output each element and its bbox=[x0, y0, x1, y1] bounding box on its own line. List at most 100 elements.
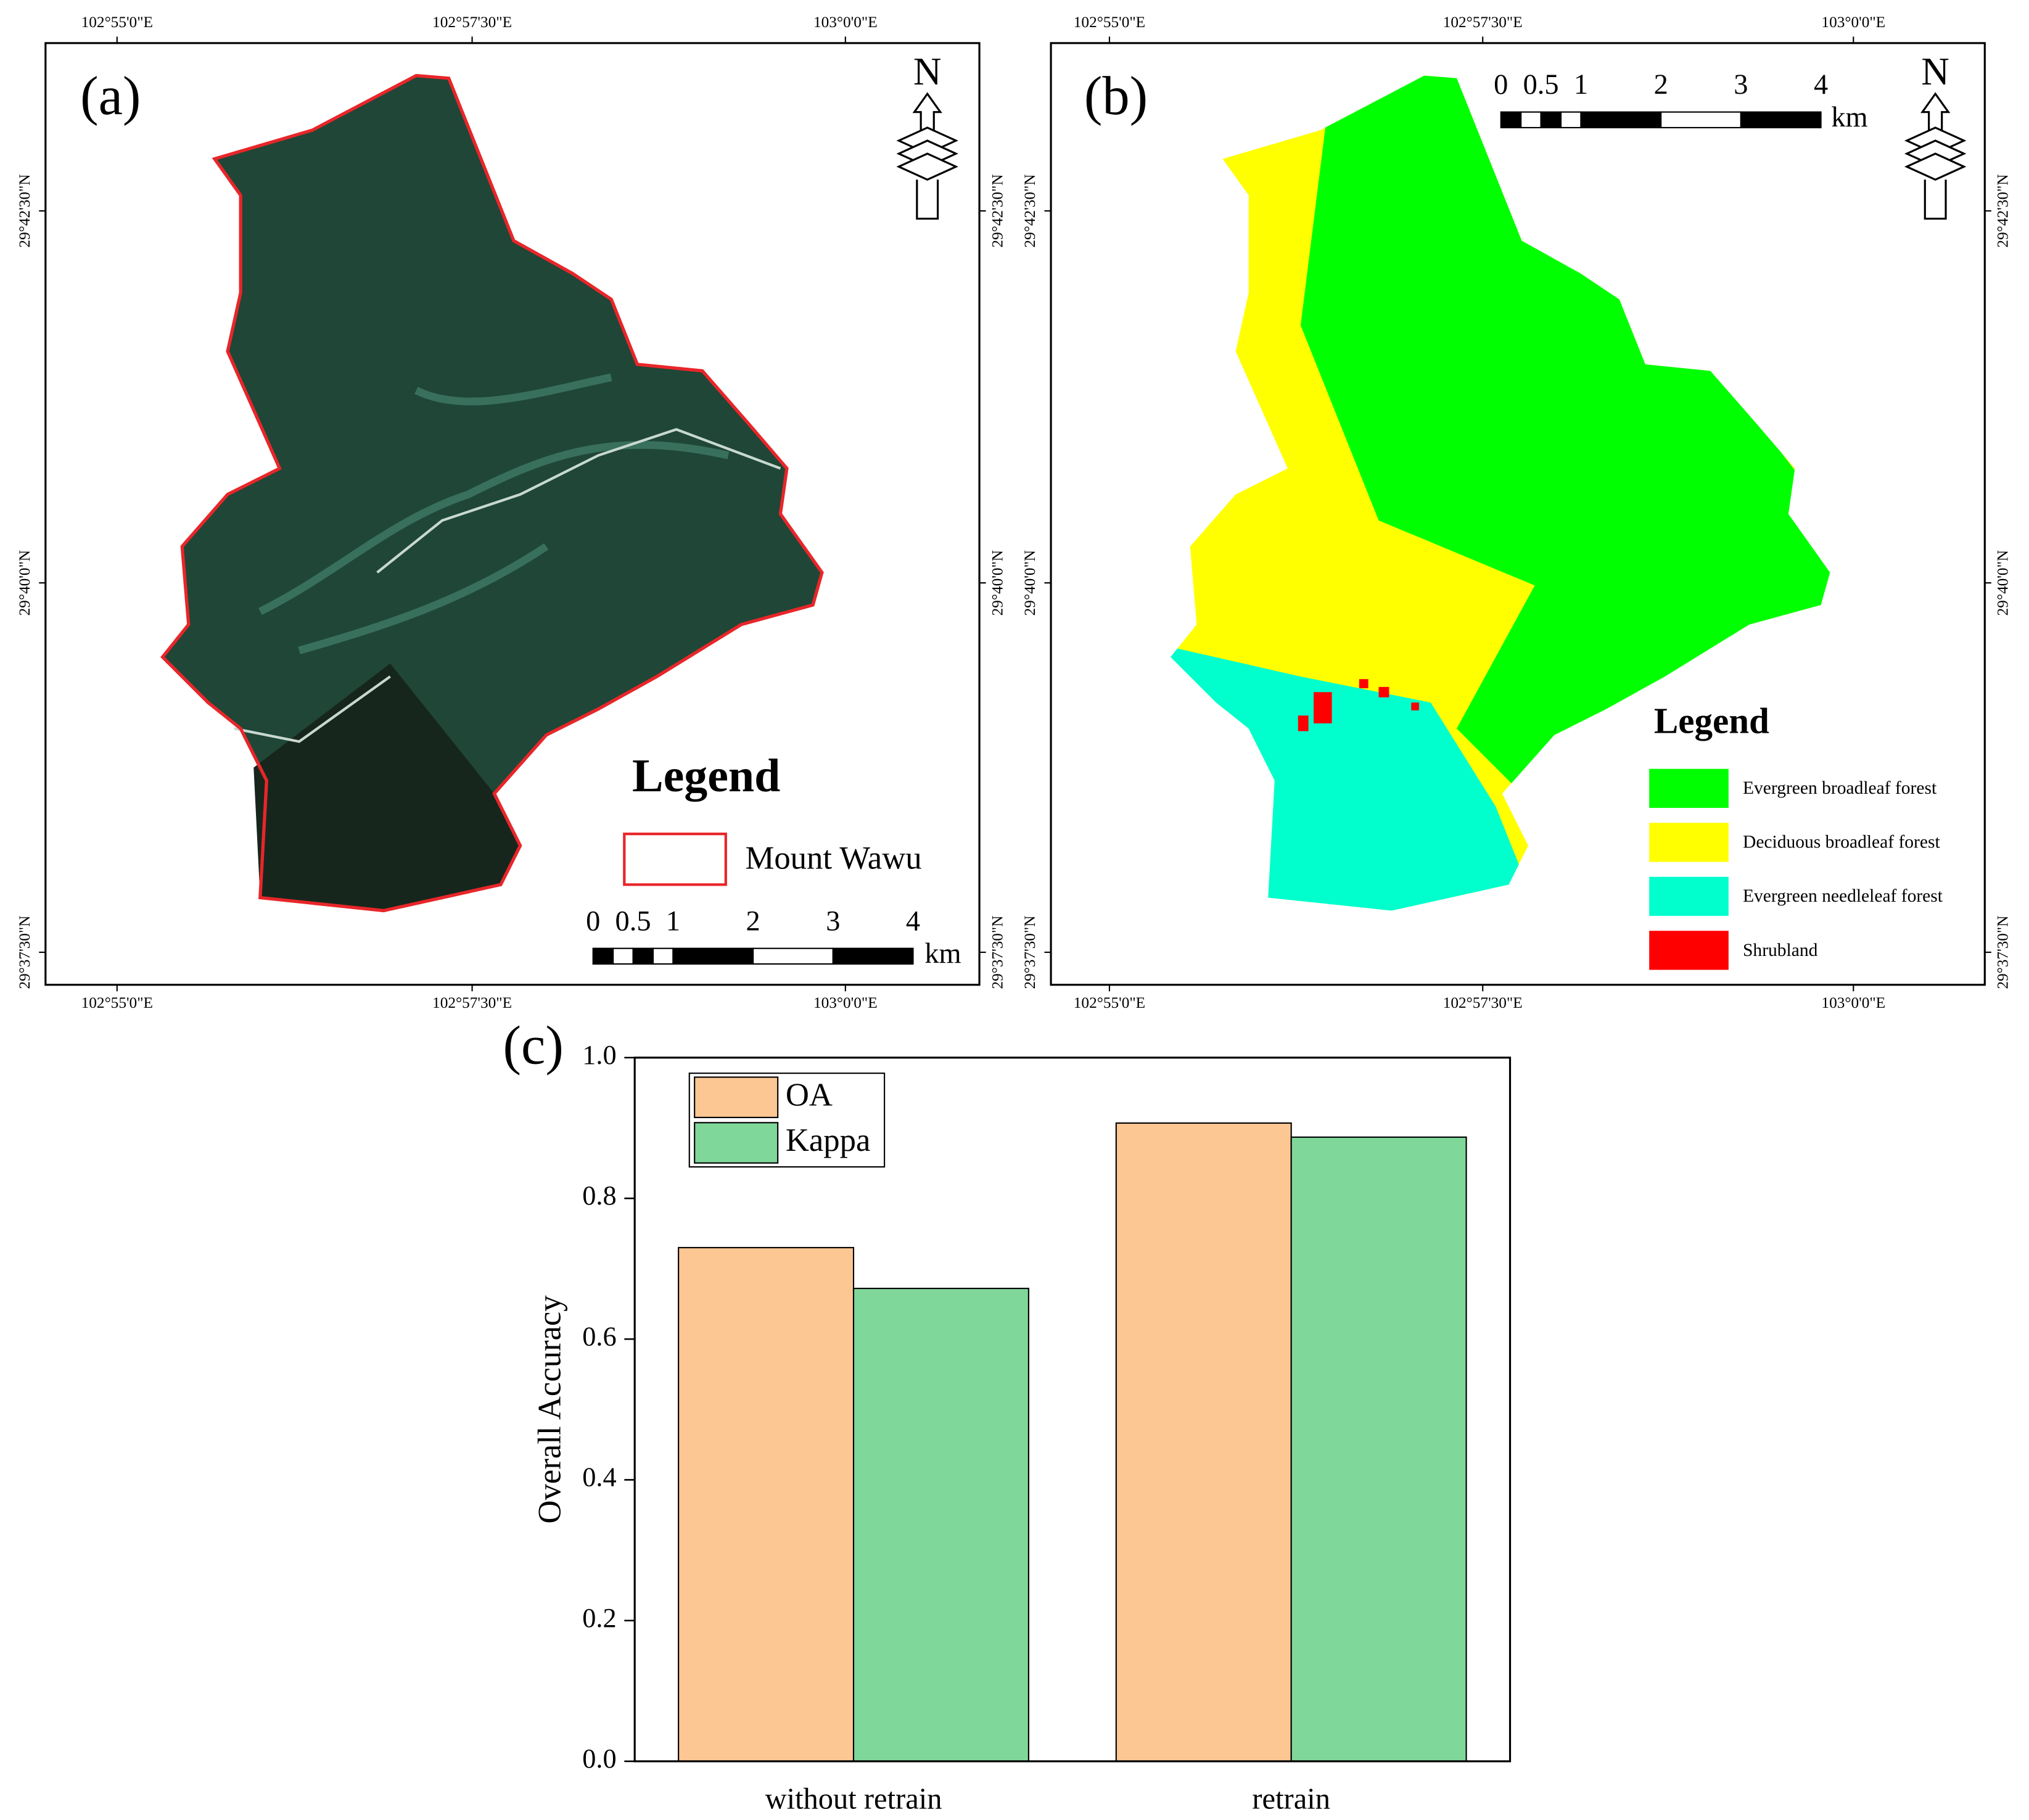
legend-label: Evergreen needleleaf forest bbox=[1743, 886, 1943, 906]
lon-tick-label: 103°0'0"E bbox=[1821, 994, 1885, 1011]
map-frame bbox=[44, 42, 981, 986]
scale-segment bbox=[592, 947, 614, 965]
legend-label: Shrubland bbox=[1743, 941, 1818, 960]
bar bbox=[1290, 1136, 1467, 1762]
north-layer bbox=[1904, 152, 1967, 181]
class-shrubland bbox=[1298, 715, 1309, 731]
lon-tick-label: 102°57'30"E bbox=[1443, 14, 1523, 31]
lat-tick-label: 29°40'0"N bbox=[1021, 550, 1039, 616]
north-label: N bbox=[1921, 50, 1949, 93]
scale-segment bbox=[612, 947, 634, 965]
y-axis-label: Overall Accuracy bbox=[532, 1295, 567, 1524]
bar bbox=[852, 1288, 1029, 1762]
scale-segment bbox=[632, 947, 654, 965]
y-tick-label: 0.4 bbox=[582, 1462, 616, 1493]
class-shrubland bbox=[1314, 692, 1332, 723]
scale-label: 0 bbox=[586, 905, 600, 937]
north-label: N bbox=[913, 50, 942, 93]
class-shrubland bbox=[1411, 702, 1419, 710]
scale-unit: km bbox=[1831, 102, 1867, 133]
legend-swatch bbox=[623, 833, 727, 886]
legend-title: Legend bbox=[632, 750, 780, 802]
class-evergreen-broadleaf bbox=[1300, 75, 1830, 807]
y-tick-label: 0.6 bbox=[582, 1321, 616, 1351]
class-evergreen-broadleaf bbox=[1314, 325, 1392, 390]
scale-segment bbox=[1740, 111, 1822, 129]
legend-swatch bbox=[1649, 823, 1729, 862]
scale-segment bbox=[1520, 111, 1542, 129]
lat-tick-label: 29°37'30"N bbox=[989, 915, 1006, 989]
scale-label: 0 bbox=[1494, 69, 1508, 101]
study-area-image bbox=[162, 75, 822, 911]
lat-tick-label: 29°42'30"N bbox=[16, 174, 33, 247]
x-tick-label: without retrain bbox=[765, 1782, 942, 1815]
lon-tick-label: 102°55'0"E bbox=[1074, 14, 1145, 31]
scale-label: 1 bbox=[1574, 69, 1588, 101]
roads bbox=[234, 427, 781, 743]
north-layer bbox=[896, 152, 958, 181]
scale-segment bbox=[1540, 111, 1562, 129]
legend-label: OA bbox=[786, 1077, 833, 1113]
legend-label: Kappa bbox=[786, 1122, 871, 1158]
lon-tick-label: 103°0'0"E bbox=[1821, 14, 1885, 31]
class-shrubland bbox=[1359, 679, 1368, 688]
study-area-boundary bbox=[160, 73, 824, 913]
scale-segment bbox=[752, 947, 834, 965]
lat-tick-label: 29°37'30"N bbox=[1021, 915, 1039, 989]
lat-tick-label: 29°40'0"N bbox=[1994, 550, 2012, 616]
scale-label: 4 bbox=[906, 905, 920, 937]
panel-label: (c) bbox=[503, 1016, 564, 1076]
lat-tick-label: 29°42'30"N bbox=[989, 174, 1006, 247]
legend-label: Deciduous broadleaf forest bbox=[1743, 833, 1940, 852]
scale-label: 0.5 bbox=[615, 905, 651, 937]
legend-swatch bbox=[1649, 931, 1729, 970]
y-tick-label: 0.2 bbox=[582, 1603, 616, 1633]
panel-label: (a) bbox=[80, 66, 141, 126]
bar bbox=[1115, 1122, 1292, 1762]
north-base bbox=[1924, 179, 1947, 220]
lon-tick-label: 103°0'0"E bbox=[813, 994, 878, 1011]
lon-tick-label: 102°57'30"E bbox=[432, 994, 512, 1011]
lat-tick-label: 29°40'0"N bbox=[989, 550, 1006, 616]
y-tick-label: 1.0 bbox=[582, 1040, 616, 1070]
map-frame bbox=[1050, 42, 1986, 986]
scale-segment bbox=[832, 947, 914, 965]
legend-swatch bbox=[1649, 876, 1729, 916]
scale-segment bbox=[1500, 111, 1522, 129]
legend-swatch bbox=[694, 1076, 779, 1118]
valley-texture bbox=[258, 373, 730, 654]
lon-tick-label: 102°55'0"E bbox=[81, 994, 153, 1011]
legend-title: Legend bbox=[1654, 701, 1769, 741]
bar bbox=[678, 1246, 855, 1762]
lat-tick-label: 29°37'30"N bbox=[16, 915, 33, 989]
lon-tick-label: 102°57'30"E bbox=[432, 14, 512, 31]
scale-label: 3 bbox=[1734, 69, 1748, 101]
panel-label: (b) bbox=[1084, 66, 1148, 126]
lat-tick-label: 29°42'30"N bbox=[1021, 174, 1039, 247]
scale-unit: km bbox=[924, 938, 961, 970]
scale-label: 4 bbox=[1814, 69, 1828, 101]
legend-swatch bbox=[1649, 768, 1729, 808]
lat-tick-label: 29°42'30"N bbox=[1994, 174, 2012, 247]
y-tick-label: 0.0 bbox=[582, 1744, 616, 1774]
plot-frame bbox=[633, 1056, 1512, 1763]
scale-segment bbox=[1580, 111, 1662, 129]
x-tick-label: retrain bbox=[1252, 1782, 1330, 1815]
lon-tick-label: 103°0'0"E bbox=[813, 14, 878, 31]
scale-segment bbox=[1560, 111, 1582, 129]
scale-segment bbox=[1660, 111, 1742, 129]
legend-label: Evergreen broadleaf forest bbox=[1743, 778, 1937, 798]
lat-tick-label: 29°37'30"N bbox=[1994, 915, 2012, 989]
map_a: 102°55'0"E 102°55'0"E 102°57'30"E 102°57'30… bbox=[16, 14, 1006, 1011]
lat-tick-label: 29°40'0"N bbox=[16, 550, 33, 616]
legend-label: Mount Wawu bbox=[745, 841, 921, 876]
class-shrubland bbox=[1378, 686, 1389, 698]
scale-label: 0.5 bbox=[1523, 69, 1559, 101]
y-tick-label: 0.8 bbox=[582, 1180, 616, 1211]
scale-label: 2 bbox=[746, 905, 760, 937]
scale-label: 1 bbox=[666, 905, 680, 937]
lon-tick-label: 102°55'0"E bbox=[1074, 994, 1145, 1011]
bar-chart: (c) 0.0 0.2 0.4 0.6 0.8 1.0 Overall Accuracy wit… bbox=[503, 1016, 1512, 1815]
north-base bbox=[916, 179, 939, 220]
